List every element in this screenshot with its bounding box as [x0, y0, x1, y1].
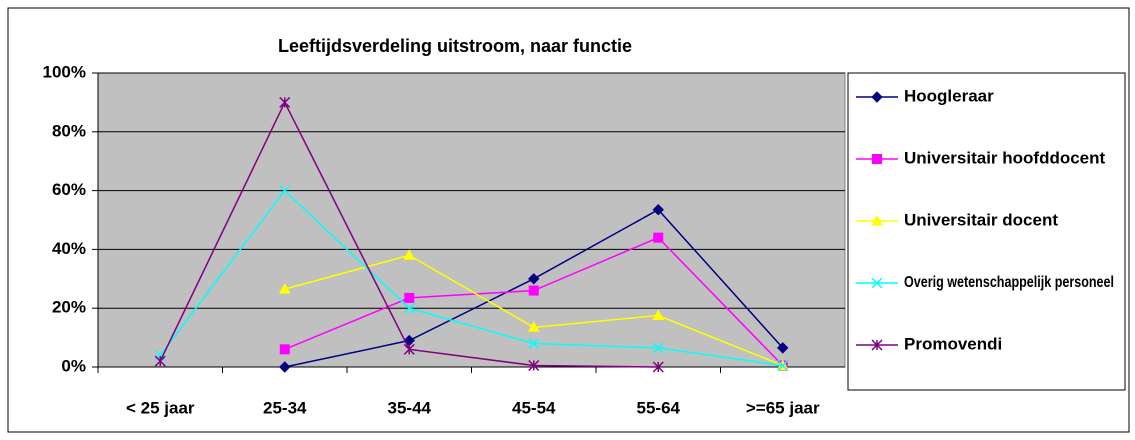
marker	[652, 342, 664, 354]
marker	[528, 273, 540, 285]
marker	[528, 285, 539, 296]
marker	[403, 343, 415, 355]
marker	[403, 249, 416, 260]
y-tick-label: 40%	[52, 239, 86, 258]
legend	[847, 72, 1126, 391]
marker	[279, 344, 290, 355]
marker	[652, 309, 665, 321]
x-tick-label: 25-34	[263, 398, 307, 417]
x-tick-label: < 25 jaar	[126, 398, 195, 417]
legend-label: Universitair hoofddocent	[904, 148, 1106, 167]
legend-marker	[871, 91, 883, 103]
chart-title: Leeftijdsverdeling uitstroom, naar funct…	[278, 36, 632, 56]
series-line	[159, 189, 783, 367]
legend-marker	[872, 154, 882, 164]
y-tick-label: 100%	[43, 62, 86, 81]
marker	[279, 361, 291, 373]
plot-area	[97, 72, 846, 368]
y-tick-label: 80%	[52, 121, 86, 140]
legend-marker	[871, 339, 883, 351]
legend-label: Overig wetenschappelijk personeel	[904, 274, 1114, 291]
x-tick-label: 55-64	[637, 398, 681, 417]
marker	[777, 359, 789, 372]
y-tick-label: 0%	[61, 356, 86, 375]
legend-marker	[871, 277, 883, 289]
y-tick-label: 60%	[52, 180, 86, 199]
marker	[527, 321, 540, 332]
marker	[652, 361, 664, 373]
legend-label: Hoogleraar	[904, 86, 994, 105]
legend-label: Universitair docent	[904, 210, 1058, 229]
legend-label: Promovendi	[904, 334, 1002, 353]
marker	[279, 185, 291, 197]
marker	[278, 283, 291, 294]
marker	[528, 359, 540, 372]
x-tick-label: 45-54	[512, 398, 556, 417]
marker	[279, 96, 291, 108]
marker	[528, 337, 540, 350]
x-tick-label: 35-44	[388, 398, 432, 417]
y-tick-label: 20%	[52, 298, 86, 317]
legend-marker	[871, 214, 883, 226]
marker	[154, 355, 166, 367]
marker	[652, 204, 664, 216]
x-tick-label: >=65 jaar	[746, 398, 820, 417]
marker	[404, 292, 415, 303]
marker	[653, 232, 664, 243]
marker	[777, 342, 789, 354]
marker	[403, 302, 415, 314]
